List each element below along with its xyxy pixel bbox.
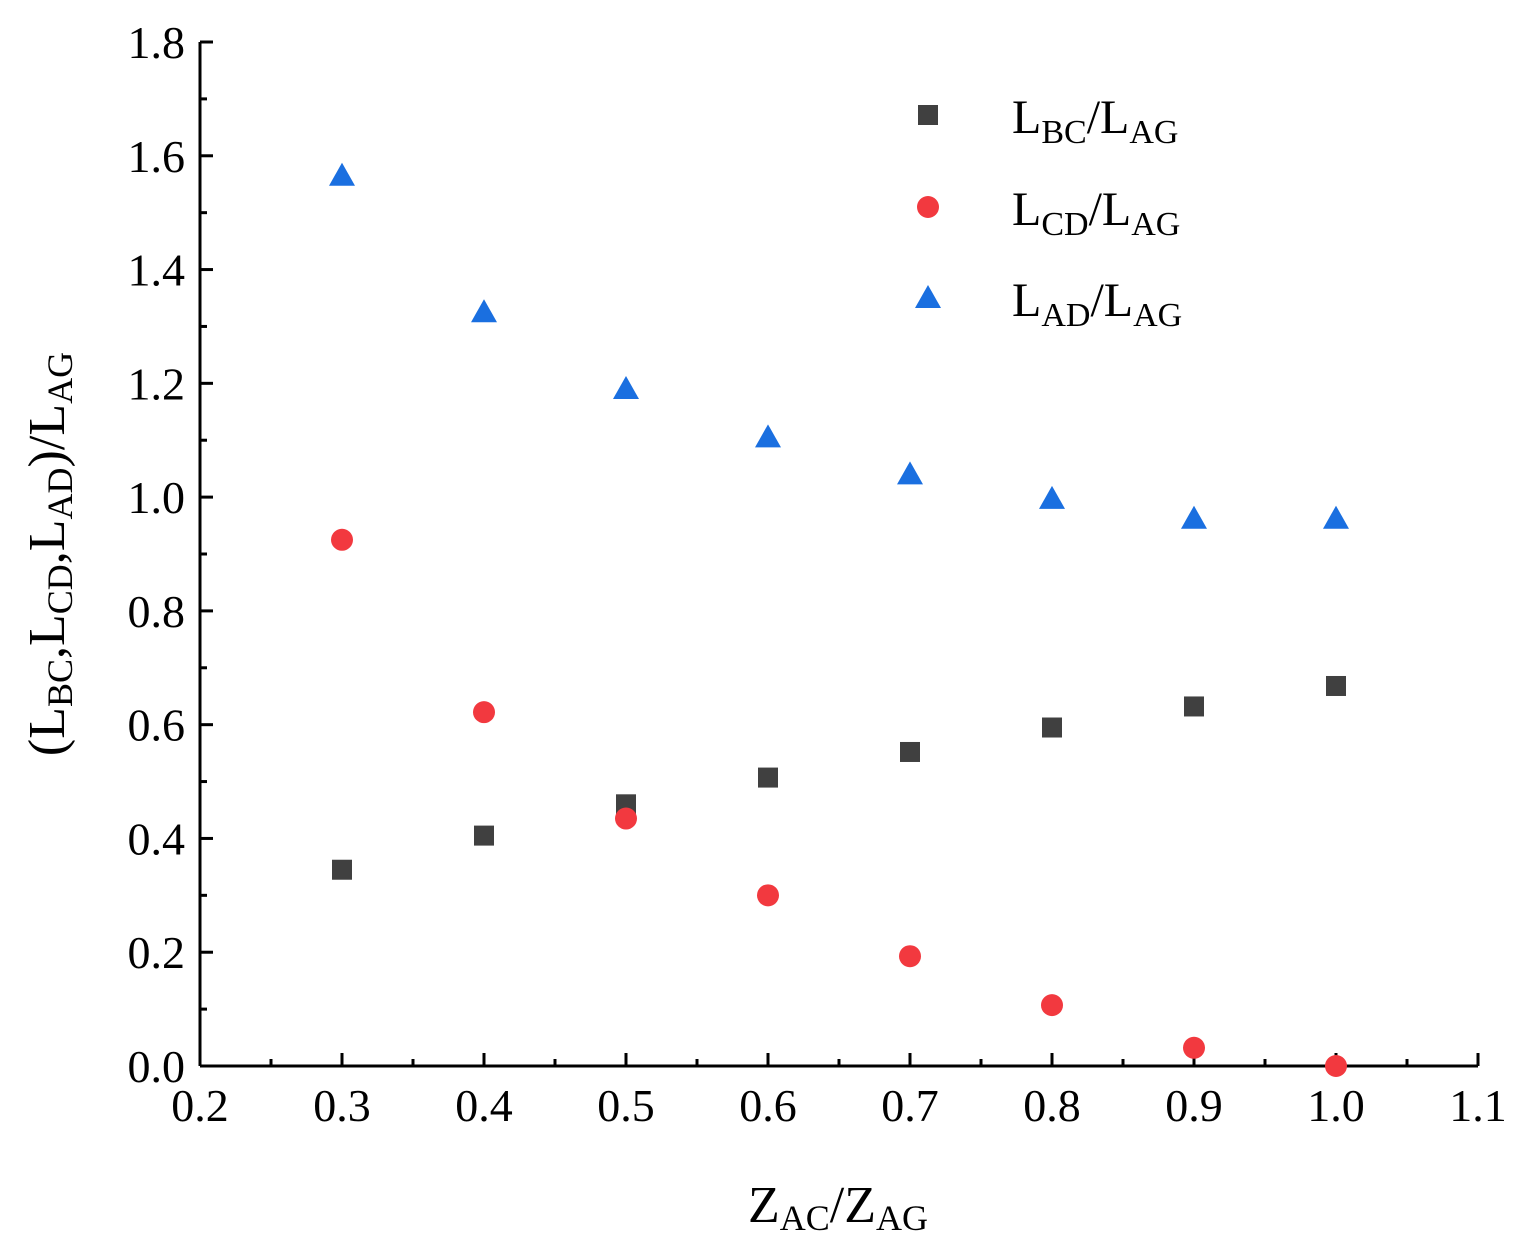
data-point-triangle [471,299,497,323]
data-point-square [758,767,778,788]
y-tick-label: 0.2 [128,927,186,978]
legend-label: LCD/LAG [1012,183,1180,243]
y-tick-label: 0.6 [128,700,186,751]
y-axis-title: (LBC,LCD,LAD)/LAG [19,352,80,756]
y-tick-label: 1.6 [128,131,186,182]
x-tick-label: 1.0 [1307,1080,1365,1131]
x-tick-label: 0.2 [171,1080,229,1131]
data-point-circle [1183,1036,1205,1059]
data-point-triangle [755,424,781,448]
data-point-circle [1041,994,1063,1017]
data-point-square [332,859,352,880]
data-point-circle [757,884,779,907]
x-tick-label: 0.6 [739,1080,797,1131]
x-axis-ticks: 0.2 0.3 0.4 0.5 0.6 0.7 0.8 0.9 1.0 1.1 [171,1053,1507,1131]
data-point-triangle [1181,505,1207,529]
x-tick-label: 0.9 [1165,1080,1223,1131]
legend-item: LAD/LAG [915,274,1182,334]
series-circle [331,528,1347,1077]
x-axis-title: ZAC/ZAG [748,1177,928,1238]
data-point-square [474,825,494,846]
data-markers [329,162,1349,1077]
series-triangle [329,162,1349,529]
data-point-triangle [329,162,355,186]
data-point-circle [473,701,495,724]
legend-marker-triangle [915,285,941,308]
data-point-triangle [897,461,923,485]
y-tick-label: 1.4 [128,245,186,296]
y-tick-label: 1.0 [128,472,186,523]
legend-label: LAD/LAG [1012,274,1182,334]
x-tick-label: 0.3 [313,1080,371,1131]
legend: LBC/LAG LCD/LAG LAD/LAG [915,91,1182,334]
legend-label: LBC/LAG [1012,91,1178,151]
y-tick-label: 0.4 [128,813,186,864]
data-point-triangle [1323,505,1349,529]
data-point-square [1326,675,1346,696]
data-point-circle [899,945,921,968]
data-point-square [900,741,920,762]
data-point-square [1184,696,1204,717]
y-tick-label: 0.0 [128,1041,186,1092]
y-tick-label: 0.8 [128,586,186,637]
data-point-circle [1325,1055,1347,1077]
plot-area: 0.2 0.3 0.4 0.5 0.6 0.7 0.8 0.9 1.0 1.1 0.00.20.4… [128,17,1507,1131]
legend-marker-circle [917,196,939,218]
data-point-triangle [1039,485,1065,509]
x-tick-label: 0.4 [455,1080,513,1131]
legend-item: LCD/LAG [917,183,1180,243]
x-tick-label: 0.5 [597,1080,655,1131]
y-axis-ticks: 0.0 0.2 0.4 0.6 0.8 1.0 1.2 1.4 1.6 1.8 [128,17,213,1092]
data-point-circle [615,807,637,830]
legend-item: LBC/LAG [918,91,1178,151]
x-tick-label: 0.8 [1023,1080,1081,1131]
legend-marker-square [918,105,938,125]
data-point-circle [331,528,353,551]
y-tick-label: 1.2 [128,358,186,409]
data-point-square [1042,717,1062,738]
y-tick-label: 1.8 [128,17,186,68]
data-point-triangle [613,376,639,400]
x-tick-label: 0.7 [881,1080,939,1131]
x-tick-label: 1.1 [1449,1080,1507,1131]
